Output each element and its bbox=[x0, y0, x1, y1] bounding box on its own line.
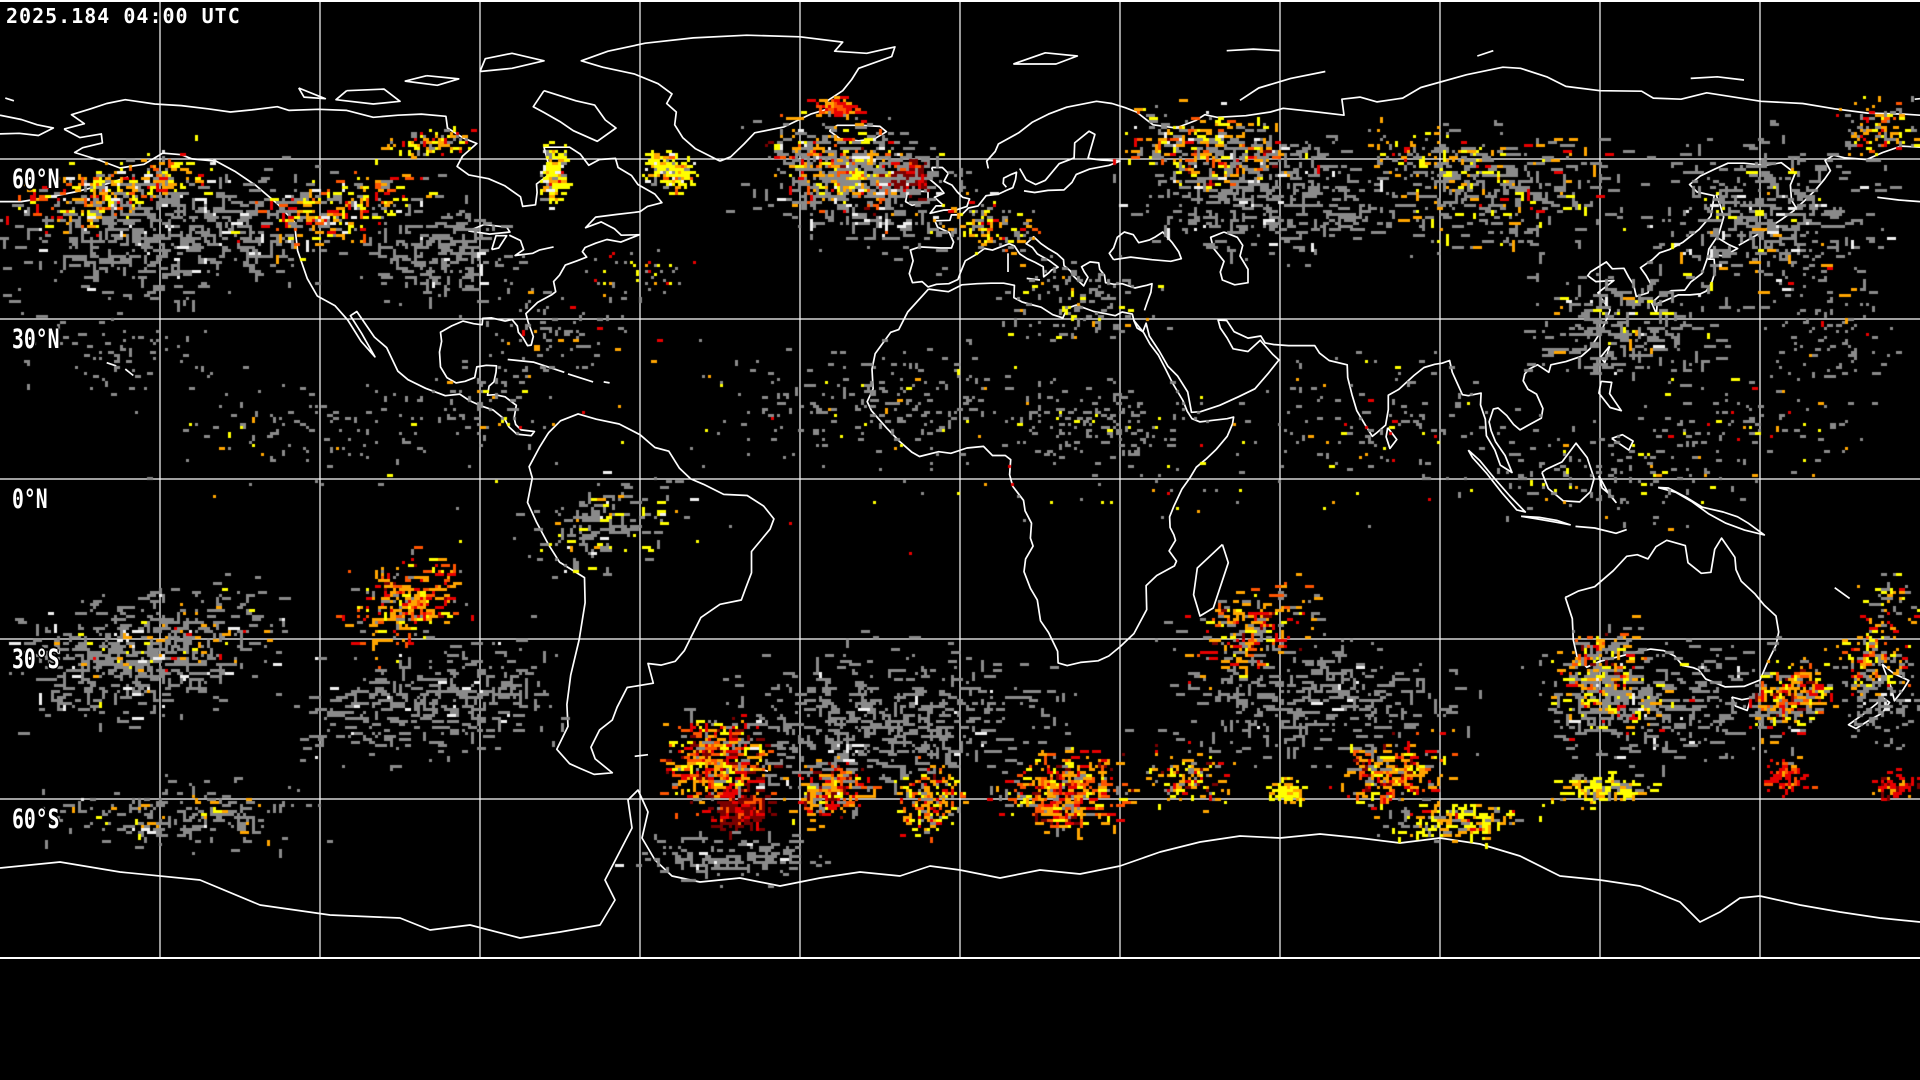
latitude-label-30n: 30°N bbox=[12, 324, 60, 355]
legend: SLW Large Drop Index 13.5-1616-1919-2222… bbox=[0, 960, 1920, 1080]
latitude-label-60n: 60°N bbox=[12, 164, 60, 195]
world-map-area: 2025.184 04:00 UTC 60°N 30°N 0°N 30°S 60°S bbox=[0, 0, 1920, 960]
latitude-label-60s: 60°S bbox=[12, 804, 60, 835]
latitude-label-0n: 0°N bbox=[12, 484, 48, 515]
latitude-label-30s: 30°S bbox=[12, 644, 60, 675]
timestamp: 2025.184 04:00 UTC bbox=[6, 4, 241, 28]
slw-data-pixel-layer bbox=[0, 0, 1920, 960]
